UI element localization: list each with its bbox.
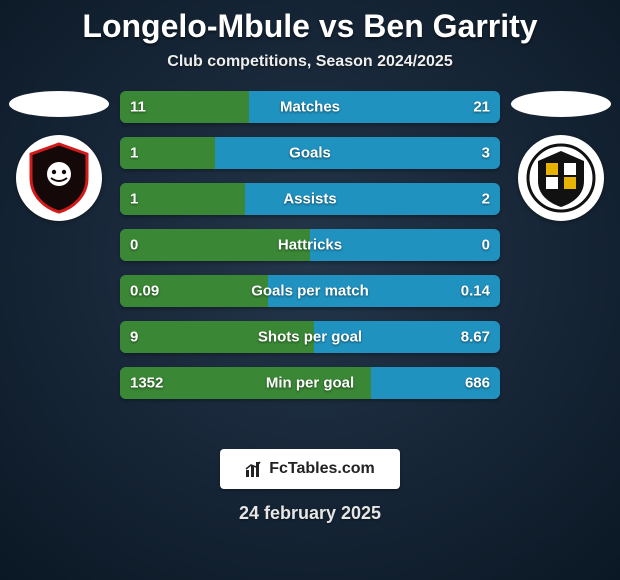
stat-bar: 1 Goals 3 (120, 137, 500, 169)
stat-value-left: 9 (130, 329, 138, 346)
club-badge-right (518, 135, 604, 221)
flag-left (9, 91, 109, 117)
stat-bar: 9 Shots per goal 8.67 (120, 321, 500, 353)
footer-date: 24 february 2025 (0, 503, 620, 524)
stat-label: Min per goal (266, 375, 354, 392)
chart-icon (245, 460, 263, 478)
comparison-bars: 11 Matches 21 1 Goals 3 1 Assists 2 0 Ha… (120, 91, 500, 399)
stat-label: Goals per match (251, 283, 369, 300)
stat-value-left: 1 (130, 191, 138, 208)
stat-value-left: 11 (130, 99, 146, 116)
flag-right (511, 91, 611, 117)
stat-value-left: 1352 (130, 375, 163, 392)
stat-bar: 1 Assists 2 (120, 183, 500, 215)
stat-label: Shots per goal (258, 329, 362, 346)
stat-bar: 0 Hattricks 0 (120, 229, 500, 261)
stat-label: Hattricks (278, 237, 342, 254)
stat-value-left: 1 (130, 145, 138, 162)
stat-value-right: 0.14 (461, 283, 490, 300)
stat-value-right: 0 (482, 237, 490, 254)
stat-value-right: 686 (465, 375, 490, 392)
stat-value-left: 0 (130, 237, 138, 254)
stat-value-right: 3 (482, 145, 490, 162)
watermark: FcTables.com (220, 449, 400, 489)
shield-icon (27, 142, 91, 214)
stat-bar: 1352 Min per goal 686 (120, 367, 500, 399)
stat-value-right: 8.67 (461, 329, 490, 346)
stat-label: Matches (280, 99, 340, 116)
shield-icon (526, 143, 596, 213)
stat-label: Assists (283, 191, 336, 208)
stat-value-left: 0.09 (130, 283, 159, 300)
page-subtitle: Club competitions, Season 2024/2025 (0, 53, 620, 71)
stat-bar-left-fill (120, 183, 245, 215)
stat-label: Goals (289, 145, 331, 162)
stat-bar: 11 Matches 21 (120, 91, 500, 123)
stat-value-right: 2 (482, 191, 490, 208)
club-badge-left (16, 135, 102, 221)
stat-bar: 0.09 Goals per match 0.14 (120, 275, 500, 307)
stat-value-right: 21 (473, 99, 490, 116)
watermark-text: FcTables.com (269, 460, 375, 478)
page-title: Longelo-Mbule vs Ben Garrity (0, 8, 620, 45)
player-left-column (4, 91, 114, 221)
player-right-column (506, 91, 616, 221)
